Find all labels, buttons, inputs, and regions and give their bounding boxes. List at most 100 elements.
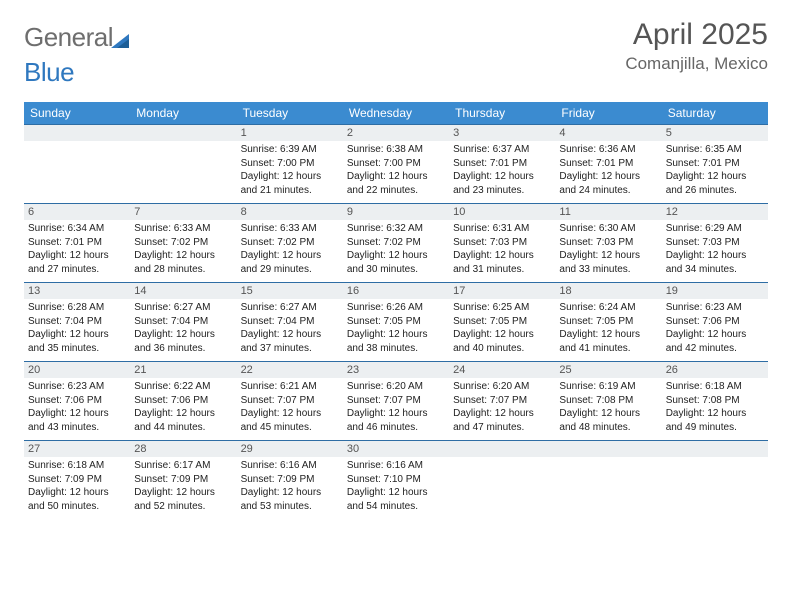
sunset-line: Sunset: 7:09 PM [28,474,102,485]
day-number: 30 [343,441,449,457]
sunset-line: Sunset: 7:09 PM [241,474,315,485]
calendar-day-cell: 14Sunrise: 6:27 AMSunset: 7:04 PMDayligh… [130,283,236,362]
sunrise-line: Sunrise: 6:29 AM [666,223,742,234]
day-details [555,457,661,517]
daylight-line: Daylight: 12 hours and 50 minutes. [28,487,109,512]
sunrise-line: Sunrise: 6:35 AM [666,144,742,155]
logo: General Blue [24,18,133,88]
sunrise-line: Sunrise: 6:22 AM [134,381,210,392]
day-number [449,441,555,457]
sunset-line: Sunset: 7:06 PM [666,316,740,327]
sunrise-line: Sunrise: 6:16 AM [241,460,317,471]
day-details: Sunrise: 6:34 AMSunset: 7:01 PMDaylight:… [24,220,130,282]
daylight-line: Daylight: 12 hours and 53 minutes. [241,487,322,512]
calendar-week-row: 27Sunrise: 6:18 AMSunset: 7:09 PMDayligh… [24,441,768,520]
day-details: Sunrise: 6:30 AMSunset: 7:03 PMDaylight:… [555,220,661,282]
calendar-day-cell: 7Sunrise: 6:33 AMSunset: 7:02 PMDaylight… [130,204,236,283]
sunrise-line: Sunrise: 6:27 AM [241,302,317,313]
day-number: 22 [237,362,343,378]
calendar-day-cell: 1Sunrise: 6:39 AMSunset: 7:00 PMDaylight… [237,125,343,204]
calendar-day-cell: 6Sunrise: 6:34 AMSunset: 7:01 PMDaylight… [24,204,130,283]
daylight-line: Daylight: 12 hours and 31 minutes. [453,250,534,275]
daylight-line: Daylight: 12 hours and 34 minutes. [666,250,747,275]
calendar-day-cell: 28Sunrise: 6:17 AMSunset: 7:09 PMDayligh… [130,441,236,520]
sunset-line: Sunset: 7:05 PM [347,316,421,327]
daylight-line: Daylight: 12 hours and 52 minutes. [134,487,215,512]
day-details: Sunrise: 6:35 AM Sunset: 7:01 PM Daylight:… [662,141,768,203]
day-details: Sunrise: 6:36 AMSunset: 7:01 PMDaylight:… [555,141,661,203]
daylight-line: Daylight: 12 hours and 38 minutes. [347,329,428,354]
calendar-day-cell: 24Sunrise: 6:20 AMSunset: 7:07 PMDayligh… [449,362,555,441]
sunset-line: Sunset: 7:01 PM [666,158,740,169]
daylight-line: Daylight: 12 hours and 49 minutes. [666,408,747,433]
day-details: Sunrise: 6:17 AMSunset: 7:09 PMDaylight:… [130,457,236,519]
day-number: 2 [343,125,449,141]
day-details: Sunrise: 6:38 AMSunset: 7:00 PMDaylight:… [343,141,449,203]
sunrise-line: Sunrise: 6:26 AM [347,302,423,313]
daylight-line: Daylight: 12 hours and 28 minutes. [134,250,215,275]
sunset-line: Sunset: 7:02 PM [241,237,315,248]
day-details: Sunrise: 6:20 AMSunset: 7:07 PMDaylight:… [343,378,449,440]
sunset-line: Sunset: 7:01 PM [28,237,102,248]
sunset-line: Sunset: 7:08 PM [559,395,633,406]
calendar-day-cell: 3Sunrise: 6:37 AMSunset: 7:01 PMDaylight… [449,125,555,204]
daylight-line: Daylight: 12 hours and 48 minutes. [559,408,640,433]
sunrise-line: Sunrise: 6:33 AM [134,223,210,234]
sunrise-line: Sunrise: 6:18 AM [666,381,742,392]
logo-text-part2: Blue [24,57,74,87]
sunrise-line: Sunrise: 6:27 AM [134,302,210,313]
day-number: 21 [130,362,236,378]
day-number [555,441,661,457]
daylight-line: Daylight: 12 hours and 54 minutes. [347,487,428,512]
calendar-day-cell: 16Sunrise: 6:26 AMSunset: 7:05 PMDayligh… [343,283,449,362]
sunset-line: Sunset: 7:09 PM [134,474,208,485]
calendar-day-cell [130,125,236,204]
calendar-week-row: 1Sunrise: 6:39 AMSunset: 7:00 PMDaylight… [24,125,768,204]
calendar-day-cell [24,125,130,204]
day-number: 3 [449,125,555,141]
sunrise-line: Sunrise: 6:30 AM [559,223,635,234]
day-number: 7 [130,204,236,220]
day-details [130,141,236,201]
sunset-line: Sunset: 7:01 PM [453,158,527,169]
calendar-day-cell: 12Sunrise: 6:29 AMSunset: 7:03 PMDayligh… [662,204,768,283]
day-number: 20 [24,362,130,378]
day-details: Sunrise: 6:18 AMSunset: 7:09 PMDaylight:… [24,457,130,519]
day-number: 13 [24,283,130,299]
calendar-day-cell: 2Sunrise: 6:38 AMSunset: 7:00 PMDaylight… [343,125,449,204]
day-number: 24 [449,362,555,378]
sunrise-line: Sunrise: 6:20 AM [453,381,529,392]
sunset-line: Sunset: 7:06 PM [134,395,208,406]
daylight-line: Daylight: 12 hours and 21 minutes. [241,171,322,196]
sunset-line: Sunset: 7:07 PM [453,395,527,406]
sunrise-line: Sunrise: 6:24 AM [559,302,635,313]
sunrise-line: Sunrise: 6:25 AM [453,302,529,313]
day-number: 23 [343,362,449,378]
calendar-day-cell: 25Sunrise: 6:19 AMSunset: 7:08 PMDayligh… [555,362,661,441]
weekday-header: Wednesday [343,102,449,125]
sunset-line: Sunset: 7:03 PM [666,237,740,248]
sunrise-line: Sunrise: 6:31 AM [453,223,529,234]
header: General Blue April 2025 Comanjilla, Mexi… [24,18,768,88]
logo-text-part1: General [24,22,113,52]
daylight-line: Daylight: 12 hours and 35 minutes. [28,329,109,354]
day-number [24,125,130,141]
sunrise-line: Sunrise: 6:16 AM [347,460,423,471]
day-details: Sunrise: 6:20 AMSunset: 7:07 PMDaylight:… [449,378,555,440]
daylight-line: Daylight: 12 hours and 45 minutes. [241,408,322,433]
sunset-line: Sunset: 7:07 PM [347,395,421,406]
day-details: Sunrise: 6:24 AMSunset: 7:05 PMDaylight:… [555,299,661,361]
daylight-line: Daylight: 12 hours and 33 minutes. [559,250,640,275]
day-details: Sunrise: 6:25 AMSunset: 7:05 PMDaylight:… [449,299,555,361]
daylight-line: Daylight: 12 hours and 26 minutes. [666,171,747,196]
daylight-line: Daylight: 12 hours and 23 minutes. [453,171,534,196]
calendar-day-cell: 27Sunrise: 6:18 AMSunset: 7:09 PMDayligh… [24,441,130,520]
sunrise-line: Sunrise: 6:33 AM [241,223,317,234]
calendar-day-cell: 26Sunrise: 6:18 AMSunset: 7:08 PMDayligh… [662,362,768,441]
weekday-header: Sunday [24,102,130,125]
day-details: Sunrise: 6:37 AMSunset: 7:01 PMDaylight:… [449,141,555,203]
sunset-line: Sunset: 7:04 PM [134,316,208,327]
daylight-line: Daylight: 12 hours and 29 minutes. [241,250,322,275]
sunset-line: Sunset: 7:08 PM [666,395,740,406]
logo-triangle-icon [111,26,133,57]
